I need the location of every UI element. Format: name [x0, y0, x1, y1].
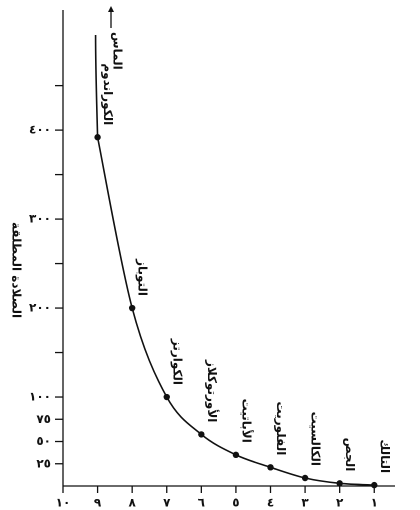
point-label: الأباتيت [239, 399, 254, 443]
x-tick-label: ٣ [301, 496, 309, 510]
curve-extension [94, 34, 99, 138]
x-tick-label: ٩ [94, 496, 102, 510]
y-tick-label: ٧٥ [36, 412, 51, 426]
point-label: الكوارتز [169, 338, 184, 385]
y-tick-label: ٥٠ [36, 434, 51, 448]
x-tick-label: ٨ [129, 496, 137, 510]
x-tick-label: ١٠ [56, 496, 71, 510]
x-tick-label: ١ [371, 496, 378, 510]
curve [96, 137, 375, 486]
point [232, 451, 240, 459]
y-tick-label: ٢٠٠ [29, 301, 51, 315]
point-label: التالك [378, 439, 392, 473]
y-tick-label: ٣٠٠ [29, 212, 51, 226]
point-label: الكوراندوم [100, 63, 115, 125]
arrow-head [108, 6, 114, 12]
x-tick-label: ٢ [336, 496, 344, 510]
point-label: الكالسيت [309, 412, 323, 466]
y-tick-label: ٤٠٠ [29, 123, 51, 137]
y-tick-label: ٢٥ [36, 456, 51, 470]
point [128, 304, 136, 312]
annotation: الماس [111, 32, 125, 70]
x-tick-label: ٦ [198, 496, 205, 510]
point [198, 431, 205, 438]
x-tick-label: ٧ [163, 496, 171, 510]
point [94, 134, 101, 141]
x-tick-label: ٥ [232, 496, 239, 510]
point-label: الجص [343, 438, 357, 472]
x-tick-label: ٤ [267, 496, 274, 510]
point-label: التوباز [135, 258, 150, 296]
point-label: الأورتوكلاز [204, 359, 220, 422]
y-axis-label: الصلادة المطلقة [10, 222, 24, 318]
point-label: الفلوريت [273, 402, 288, 456]
y-tick-label: ١٠٠ [29, 390, 51, 404]
point [336, 480, 343, 487]
point [371, 481, 378, 489]
point [267, 464, 274, 471]
point [163, 393, 170, 401]
point [301, 474, 309, 482]
